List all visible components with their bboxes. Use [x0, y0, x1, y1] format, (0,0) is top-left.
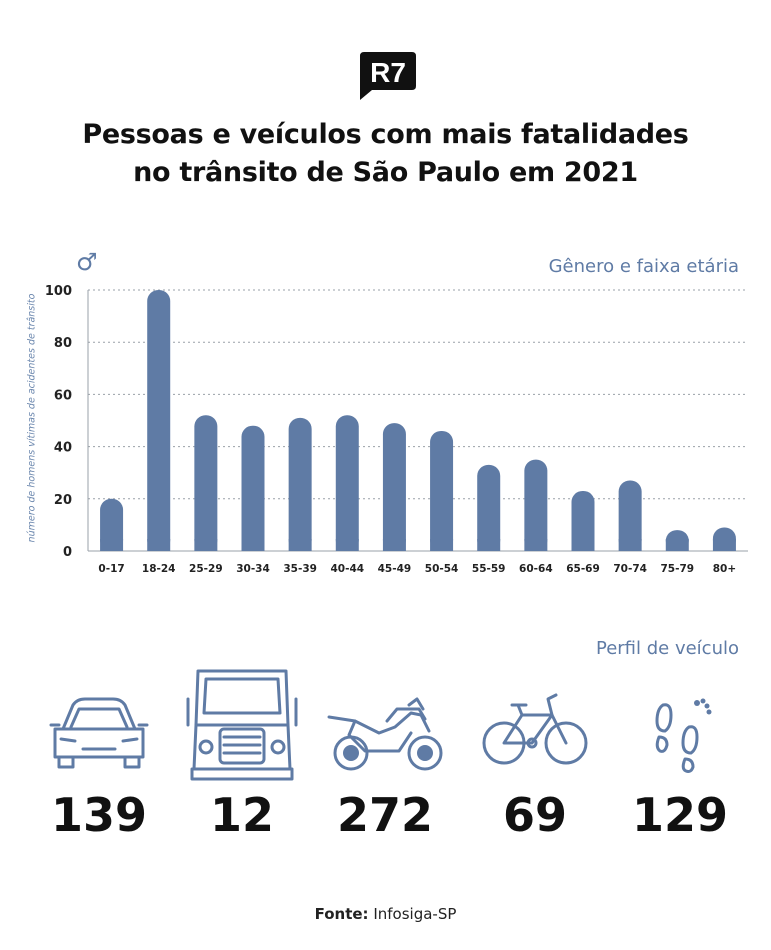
title-line-2: no trânsito de São Paulo em 2021 — [133, 157, 638, 188]
bar-base — [241, 539, 265, 551]
bar-30-34 — [241, 425, 265, 551]
bar-base — [571, 539, 595, 551]
x-tick-label: 60-64 — [519, 563, 553, 575]
pedestrian-fatalities: 129 — [631, 788, 729, 842]
footprints-icon — [655, 698, 712, 773]
vehicle-section-title: Perfil de veículo — [595, 638, 739, 659]
bar-base — [618, 539, 642, 551]
car-icon — [49, 697, 149, 769]
r7-logo: R7 — [360, 52, 416, 100]
bar-18-24 — [147, 290, 171, 551]
bar-40-44 — [335, 415, 359, 551]
x-tick-label: 35-39 — [283, 563, 317, 575]
bar-25-29 — [194, 415, 218, 551]
title-line-1: Pessoas e veículos com mais fatalidades — [82, 119, 689, 150]
vehicle-motorcycle: 272 — [315, 665, 455, 840]
bar-base — [194, 539, 218, 551]
x-tick-label: 65-69 — [566, 563, 600, 575]
x-tick-label: 55-59 — [472, 563, 506, 575]
truck-fatalities: 12 — [209, 788, 274, 842]
bar-60-64 — [524, 459, 548, 551]
source-line: Fonte: Infosiga-SP — [0, 905, 771, 923]
motorcycle-fatalities: 272 — [336, 788, 434, 842]
x-tick-label: 0-17 — [98, 563, 124, 575]
bar-0-17 — [100, 498, 124, 551]
chart-title: Gênero e faixa etária — [548, 256, 739, 277]
vehicle-pedestrian: 129 — [610, 665, 750, 840]
vehicle-bicycle: 69 — [465, 665, 605, 840]
x-tick-label: 18-24 — [142, 563, 176, 575]
y-tick-label: 40 — [54, 441, 72, 456]
car-fatalities: 139 — [50, 788, 148, 842]
bar-70-74 — [618, 480, 642, 551]
bar-base — [712, 539, 736, 551]
bicycle-icon — [482, 693, 588, 765]
bar-base — [288, 539, 312, 551]
bar-base — [477, 539, 501, 551]
bar-base — [665, 539, 689, 551]
motorcycle-icon — [327, 697, 443, 771]
page-title: Pessoas e veículos com mais fatalidades … — [0, 116, 771, 192]
source-label: Fonte: — [314, 905, 369, 923]
bar-base — [430, 539, 454, 551]
bar-base — [100, 539, 124, 551]
y-tick-label: 80 — [54, 336, 72, 351]
bicycle-fatalities: 69 — [502, 788, 567, 842]
truck-icon — [186, 669, 298, 781]
y-tick-label: 0 — [63, 545, 72, 560]
vehicle-truck: 12 — [172, 665, 312, 840]
y-tick-label: 60 — [54, 388, 72, 403]
bar-65-69 — [571, 490, 595, 551]
x-tick-label: 45-49 — [378, 563, 412, 575]
x-tick-label: 80+ — [713, 563, 736, 575]
bar-base — [382, 539, 406, 551]
x-tick-label: 25-29 — [189, 563, 223, 575]
x-tick-label: 40-44 — [330, 563, 364, 575]
x-tick-label: 30-34 — [236, 563, 270, 575]
age-bar-chart: 0 20 40 60 80 100 0-17 18-24 25-29 30-34 35-39 40-4… — [45, 284, 748, 575]
bar-base — [335, 539, 359, 551]
y-tick-label: 100 — [45, 284, 72, 299]
x-tick-label: 50-54 — [425, 563, 459, 575]
bar-35-39 — [288, 417, 312, 551]
male-symbol-icon: ♂ — [76, 248, 98, 276]
bar-50-54 — [430, 430, 454, 551]
vehicle-car: 139 — [29, 665, 169, 840]
bar-55-59 — [477, 464, 501, 551]
logo-text: R7 — [370, 57, 406, 88]
x-tick-label: 75-79 — [660, 563, 694, 575]
source-value: Infosiga-SP — [373, 905, 457, 923]
bar-base — [524, 539, 548, 551]
y-tick-label: 20 — [54, 493, 72, 508]
bar-base — [147, 539, 171, 551]
bar-45-49 — [382, 423, 406, 551]
x-tick-label: 70-74 — [613, 563, 647, 575]
